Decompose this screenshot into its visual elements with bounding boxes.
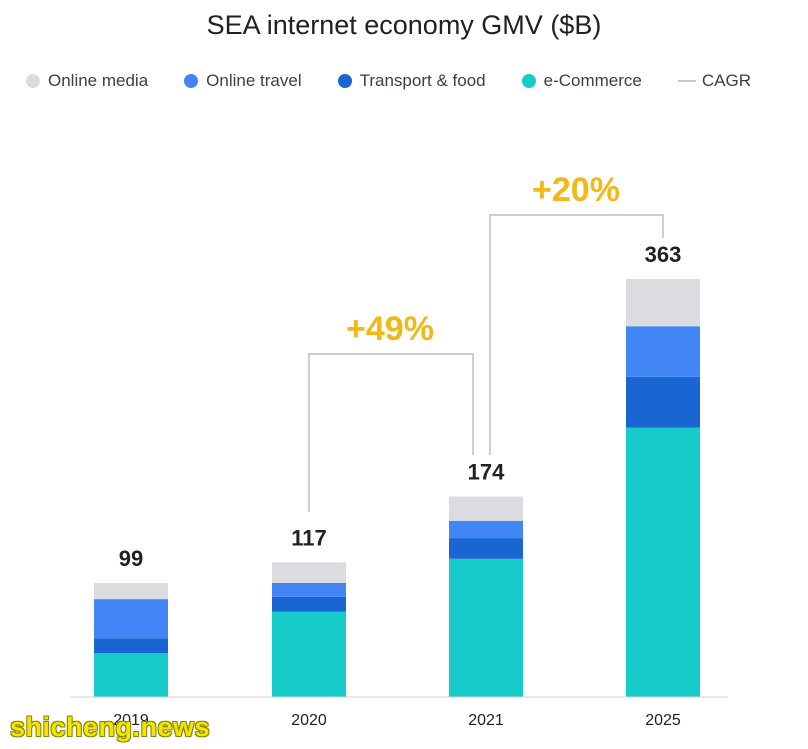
cagr-label-2021-2025: +20%: [532, 171, 620, 209]
legend-label-online-travel: Online travel: [206, 71, 302, 90]
legend-item-cagr: CAGR: [677, 71, 751, 91]
bar-online-media-2021: [449, 496, 523, 521]
bar-transport-food-2025: [626, 376, 700, 428]
x-tick-label-2025: 2025: [645, 712, 681, 729]
total-label-2019: 99: [119, 546, 143, 571]
legend-item-transport-food: Transport & food: [337, 71, 486, 91]
bar-e-commerce-2019: [94, 653, 168, 697]
bar-online-travel-2021: [449, 520, 523, 539]
total-label-2020: 117: [291, 525, 327, 550]
watermark: shicheng.news: [10, 712, 211, 742]
legend-label-online-media: Online media: [48, 71, 149, 90]
bar-online-travel-2025: [626, 326, 700, 377]
legend-item-online-travel: Online travel: [184, 71, 302, 91]
legend-item-online-media: Online media: [26, 71, 148, 91]
bar-e-commerce-2020: [272, 611, 346, 697]
bar-online-media-2020: [272, 562, 346, 583]
legend-swatch-cagr: [677, 80, 696, 82]
bar-transport-food-2021: [449, 538, 523, 559]
bar-e-commerce-2025: [626, 427, 700, 697]
bar-online-travel-2019: [94, 599, 168, 639]
total-label-2025: 363: [645, 242, 682, 267]
x-tick-label-2020: 2020: [291, 712, 327, 729]
legend-swatch-online-travel: [184, 74, 199, 88]
bar-online-media-2025: [626, 279, 700, 327]
legend-label-transport-food: Transport & food: [359, 71, 486, 90]
bar-online-travel-2020: [272, 583, 346, 597]
legend-item-ecommerce: e-Commerce: [521, 71, 642, 91]
chart-legend: Online media Online travel Transport & f…: [26, 68, 751, 94]
bar-online-media-2019: [94, 583, 168, 600]
cagr-bracket-2021-2025: [489, 214, 664, 455]
cagr-label-2020-2021: +49%: [346, 310, 434, 348]
legend-swatch-online-media: [26, 74, 40, 88]
legend-swatch-ecommerce: [521, 74, 536, 88]
legend-label-cagr: CAGR: [701, 71, 751, 90]
cagr-bracket-2020-2021: [308, 353, 474, 512]
bar-transport-food-2020: [272, 596, 346, 612]
legend-label-ecommerce: e-Commerce: [543, 71, 642, 90]
bar-transport-food-2019: [94, 638, 168, 654]
total-label-2021: 174: [468, 460, 505, 485]
x-tick-label-2019: 2019: [113, 712, 149, 729]
bar-e-commerce-2021: [449, 558, 523, 697]
x-tick-label-2021: 2021: [468, 712, 504, 729]
legend-swatch-transport-food: [337, 74, 352, 88]
chart-title: SEA internet economy GMV ($B): [206, 10, 602, 40]
